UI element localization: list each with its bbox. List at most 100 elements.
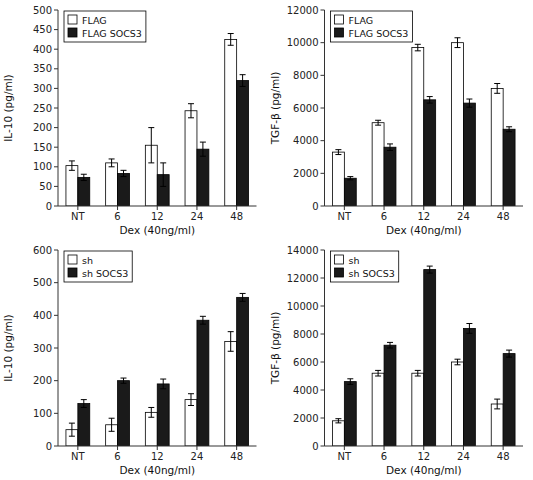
- y-tick-label: 2000: [293, 168, 318, 179]
- y-tick: [54, 147, 58, 148]
- bar: [225, 341, 237, 446]
- error-bar: [427, 266, 433, 273]
- error-bar: [347, 177, 353, 180]
- error-bar: [188, 104, 194, 118]
- y-tick-label: 600: [33, 245, 52, 256]
- bar: [197, 320, 209, 446]
- x-tick: [77, 446, 78, 450]
- error-bar: [121, 170, 127, 176]
- y-tick: [321, 206, 325, 207]
- x-axis-label: Dex (40ng/ml): [120, 464, 195, 476]
- error-bar: [387, 342, 393, 348]
- y-tick-label: 12000: [287, 5, 319, 16]
- error-bar: [375, 120, 381, 125]
- x-tick-label: 48: [497, 211, 510, 222]
- x-tick: [236, 446, 237, 450]
- x-tick: [117, 446, 118, 450]
- x-tick: [236, 206, 237, 210]
- y-tick-label: 50: [39, 181, 52, 192]
- panel: 0100200300400500600NT6122448Dex (40ng/ml…: [2, 245, 257, 477]
- error-bar: [200, 142, 206, 156]
- y-tick: [54, 348, 58, 349]
- y-tick-label: 8000: [293, 329, 318, 340]
- bar: [66, 166, 78, 206]
- bar: [118, 381, 130, 446]
- y-tick: [321, 140, 325, 141]
- y-tick: [54, 68, 58, 69]
- x-tick-label: 24: [457, 451, 470, 462]
- bar: [452, 43, 464, 206]
- error-bar: [148, 407, 154, 417]
- x-tick-label: 48: [497, 451, 510, 462]
- bar: [384, 147, 396, 206]
- y-tick-label: 300: [33, 83, 52, 94]
- y-tick-label: 200: [33, 122, 52, 133]
- bar: [452, 362, 464, 446]
- bar: [332, 152, 344, 206]
- error-bar: [375, 370, 381, 376]
- error-bar: [69, 423, 75, 436]
- x-tick-label: 6: [381, 451, 387, 462]
- x-tick: [463, 206, 464, 210]
- figure: 050100150200250300350400450500NT6122448D…: [0, 0, 533, 480]
- legend-frame: [331, 11, 413, 42]
- x-tick: [77, 206, 78, 210]
- x-tick-label: 6: [114, 451, 120, 462]
- error-bar: [188, 394, 194, 406]
- bar: [424, 270, 436, 446]
- bar: [118, 173, 130, 206]
- y-tick: [54, 49, 58, 50]
- legend-label: FLAG: [349, 15, 374, 26]
- error-bar: [454, 38, 460, 48]
- bar: [412, 48, 424, 206]
- y-tick-label: 300: [33, 343, 52, 354]
- y-tick: [54, 88, 58, 89]
- legend-swatch: [68, 28, 77, 37]
- error-bar: [228, 34, 234, 46]
- y-axis-label: TGF-β (pg/ml): [269, 72, 281, 146]
- legend-swatch: [68, 255, 77, 264]
- y-tick: [54, 446, 58, 447]
- bar: [372, 373, 384, 446]
- legend-swatch: [68, 15, 77, 24]
- legend-frame: [331, 251, 399, 282]
- y-tick: [54, 166, 58, 167]
- bar: [332, 421, 344, 446]
- legend-frame: [64, 251, 132, 282]
- y-tick-label: 6000: [293, 103, 318, 114]
- x-axis-label: Dex (40ng/ml): [120, 224, 195, 236]
- y-tick: [54, 10, 58, 11]
- y-axis: [324, 250, 325, 446]
- page: {"chart_data": [ {"type": "bar", "catego…: [0, 0, 533, 480]
- bar: [463, 103, 475, 206]
- bar: [384, 345, 396, 446]
- y-tick: [321, 173, 325, 174]
- panel: 050100150200250300350400450500NT6122448D…: [2, 5, 257, 237]
- legend: FLAGFLAG SOCS3: [64, 11, 146, 42]
- marks: [332, 266, 515, 446]
- bar: [225, 39, 237, 206]
- bar: [344, 178, 356, 206]
- x-tick-label: NT: [71, 451, 85, 462]
- y-tick-label: 14000: [287, 245, 319, 256]
- y-tick: [321, 418, 325, 419]
- legend: shsh SOCS3: [64, 251, 132, 282]
- y-tick-label: 400: [33, 310, 52, 321]
- legend-swatch: [335, 268, 344, 277]
- y-tick: [54, 29, 58, 30]
- error-bar: [240, 75, 246, 87]
- x-tick: [117, 206, 118, 210]
- bar: [78, 177, 90, 206]
- y-tick-label: 0: [312, 201, 318, 212]
- bar: [424, 100, 436, 206]
- y-tick-label: 8000: [293, 70, 318, 81]
- legend: shsh SOCS3: [331, 251, 399, 282]
- bar: [185, 111, 197, 206]
- x-tick-label: 12: [151, 211, 164, 222]
- legend-label: FLAG SOCS3: [82, 28, 142, 39]
- y-tick-label: 100: [33, 161, 52, 172]
- y-tick: [321, 108, 325, 109]
- y-tick: [54, 250, 58, 251]
- legend-swatch: [335, 255, 344, 264]
- legend-label: FLAG SOCS3: [349, 28, 409, 39]
